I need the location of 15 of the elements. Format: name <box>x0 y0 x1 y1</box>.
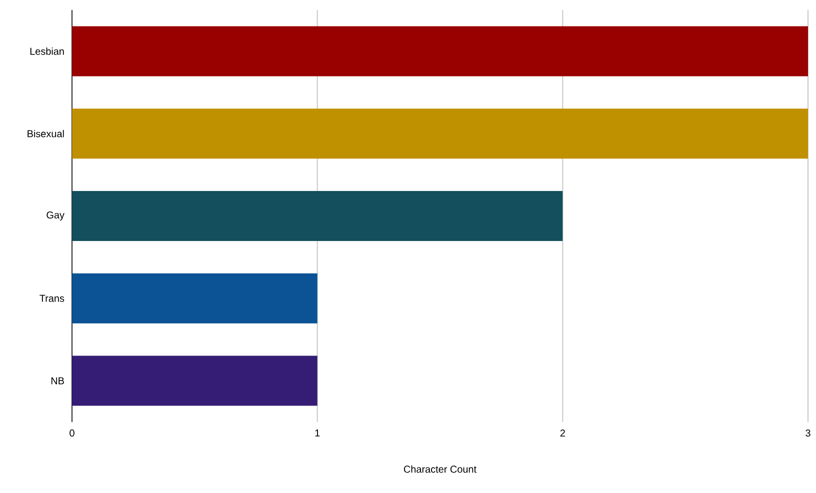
bar <box>72 273 318 324</box>
y-tick-label: Bisexual <box>28 130 64 138</box>
bar <box>72 190 563 241</box>
x-tick-label: 1 <box>315 430 320 436</box>
bar <box>72 108 808 159</box>
y-tick-label: Trans <box>40 294 64 302</box>
x-tick-label: 0 <box>70 430 74 437</box>
x-axis-title: Character Count <box>404 465 476 473</box>
y-tick-label: NB <box>51 377 64 384</box>
x-tick-label: 2 <box>560 430 565 436</box>
bar <box>72 356 318 406</box>
x-tick-label: 3 <box>806 430 810 437</box>
bar <box>72 26 808 76</box>
y-tick-label: Gay <box>46 211 64 221</box>
y-tick-label: Lesbian <box>30 48 64 55</box>
